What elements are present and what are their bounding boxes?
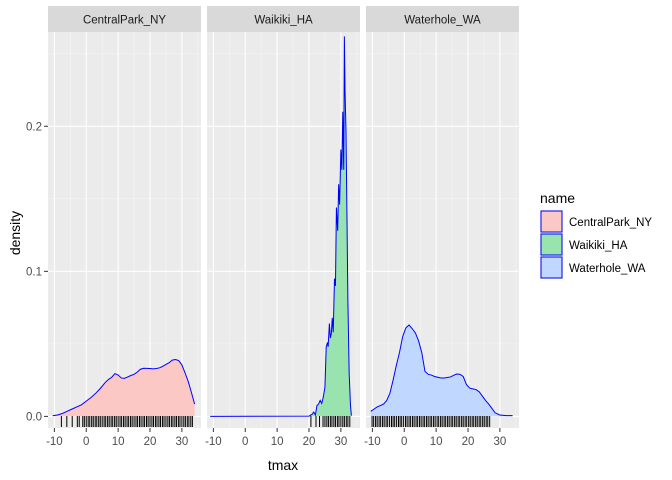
x-tick-label: 0 (401, 436, 407, 448)
x-tick-label: 20 (462, 436, 475, 448)
density-line (370, 324, 513, 417)
x-tick-label: 10 (112, 436, 125, 448)
density-area (370, 325, 513, 417)
legend-swatch (540, 233, 563, 256)
legend-title: name (540, 190, 575, 206)
legend-swatch (540, 256, 563, 279)
facet-panel-0: CentralPark_NY -10 0 10 20 30 (46, 6, 201, 448)
x-tick-label: 30 (175, 436, 188, 448)
x-tick-label: 30 (493, 436, 506, 448)
legend-item-0: CentralPark_NY (540, 210, 652, 233)
facet-strip (207, 6, 360, 32)
facet-strip-label: Waterhole_WA (404, 15, 481, 27)
x-tick-label: -10 (46, 436, 63, 448)
y-tick-label: 0.1 (26, 266, 42, 278)
y-tick-label: 0.0 (26, 411, 42, 423)
facet-panel-2: Waterhole_WA -10 0 10 20 30 (364, 6, 519, 448)
legend-label: Waikiki_HA (569, 240, 628, 252)
legend-swatch (540, 210, 563, 233)
x-tick-label: 20 (303, 436, 316, 448)
legend-keys: CentralPark_NY Waikiki_HA Waterhole_WA (540, 210, 652, 279)
x-tick-label: 30 (334, 436, 347, 448)
x-tick-label: -10 (364, 436, 381, 448)
facet-strip (366, 6, 519, 32)
facet-strip-label: Waikiki_HA (254, 15, 313, 27)
legend-item-2: Waterhole_WA (540, 256, 646, 279)
x-tick-label: -10 (205, 436, 222, 448)
legend-item-1: Waikiki_HA (540, 233, 628, 256)
x-tick-label: 10 (430, 436, 443, 448)
facet-strip (48, 6, 201, 32)
x-tick-label: 20 (144, 436, 157, 448)
y-axis-title: density (7, 211, 23, 255)
panel-background (366, 32, 519, 428)
legend-label: CentralPark_NY (569, 217, 652, 229)
density-line (210, 36, 352, 417)
x-axis-title: tmax (268, 457, 298, 473)
density-line (52, 359, 196, 417)
density-area (210, 36, 352, 417)
y-tick-label: 0.2 (26, 121, 42, 133)
x-tick-label: 10 (271, 436, 284, 448)
legend: name CentralPark_NY Waikiki_HA Waterhole_W… (540, 190, 652, 279)
x-tick-label: 0 (83, 436, 89, 448)
facet-strip-label: CentralPark_NY (83, 15, 166, 27)
facet-panel-1: Waikiki_HA -10 0 10 20 30 (205, 6, 360, 448)
legend-label: Waterhole_WA (569, 263, 646, 275)
density-area (52, 359, 195, 417)
x-tick-label: 0 (242, 436, 248, 448)
